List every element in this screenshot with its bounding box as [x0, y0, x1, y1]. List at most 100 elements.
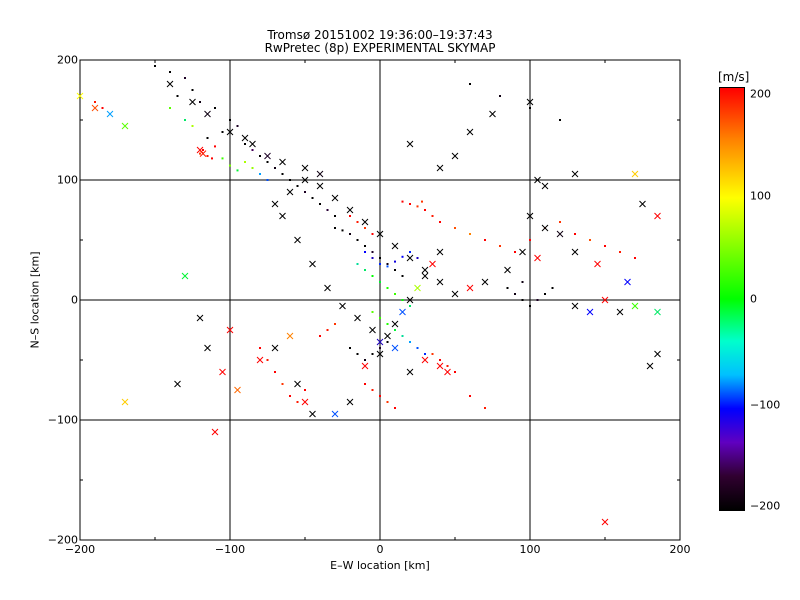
- data-point-cross: [526, 98, 534, 106]
- data-point-dot: [371, 251, 374, 253]
- data-point-dot: [386, 401, 389, 403]
- data-point-cross: [369, 326, 376, 334]
- data-point-cross: [339, 302, 346, 310]
- data-point-dot: [551, 287, 554, 289]
- data-point-dot: [191, 89, 194, 91]
- data-point-dot: [281, 383, 284, 385]
- data-point-cross: [376, 338, 384, 346]
- data-point-cross: [331, 194, 339, 202]
- data-point-cross: [189, 98, 196, 106]
- data-point-dot: [416, 347, 419, 349]
- data-point-cross: [234, 386, 241, 394]
- data-point-cross: [301, 176, 309, 184]
- data-point-cross: [106, 110, 114, 118]
- data-point-cross: [654, 308, 661, 316]
- data-point-cross: [451, 152, 459, 160]
- data-point-cross: [654, 212, 661, 220]
- data-point-dot: [229, 119, 231, 121]
- data-point-dot: [311, 197, 314, 199]
- data-point-dot: [236, 125, 239, 127]
- data-point-cross: [331, 410, 339, 418]
- data-point-cross: [264, 152, 271, 160]
- data-point-dot: [454, 371, 456, 373]
- data-point-dot: [259, 155, 261, 157]
- data-point-dot: [499, 245, 501, 247]
- data-point-dot: [266, 359, 269, 361]
- data-point-cross: [76, 92, 84, 100]
- data-point-cross: [384, 332, 391, 340]
- data-point-dot: [379, 317, 381, 319]
- data-point-cross: [121, 398, 129, 406]
- data-point-cross: [249, 140, 256, 148]
- data-point-cross: [534, 254, 541, 262]
- data-point-cross: [354, 314, 361, 322]
- data-point-dot: [199, 152, 201, 155]
- data-point-dot: [274, 167, 276, 169]
- y-tick-label: 200: [57, 53, 78, 67]
- data-point-cross: [391, 320, 399, 328]
- data-point-dot: [394, 329, 396, 331]
- data-point-cross: [121, 122, 129, 130]
- x-tick-label: 0: [376, 543, 384, 556]
- data-point-cross: [654, 350, 661, 358]
- chart-title: Tromsø 20151002 19:36:00–19:37:43: [267, 28, 493, 42]
- data-point-cross: [294, 380, 301, 388]
- data-point-dot: [202, 149, 204, 151]
- data-point-dot: [206, 155, 209, 157]
- data-point-dot: [371, 311, 374, 313]
- data-point-cross: [631, 170, 639, 178]
- data-point-dot: [431, 353, 434, 355]
- data-point-cross: [444, 368, 451, 376]
- data-point-dot: [499, 95, 501, 97]
- data-point-dot: [101, 107, 104, 109]
- data-point-dot: [244, 143, 246, 145]
- data-point-cross: [436, 362, 444, 370]
- data-point-dot: [529, 107, 531, 109]
- colorbar-unit: [m/s]: [718, 70, 750, 84]
- data-point-cross: [316, 182, 324, 190]
- data-point-cross: [406, 140, 414, 148]
- data-point-dot: [439, 359, 441, 361]
- data-point-dot: [349, 347, 351, 349]
- data-point-cross: [219, 368, 226, 376]
- data-point-cross: [199, 150, 207, 157]
- data-point-cross: [421, 272, 429, 280]
- x-tick-label: −200: [64, 543, 96, 556]
- colorbar: [719, 87, 745, 511]
- data-point-cross: [504, 266, 511, 274]
- data-point-dot: [289, 395, 291, 397]
- data-point-cross: [556, 230, 564, 238]
- data-point-dot: [334, 323, 336, 325]
- data-point-dot: [401, 255, 404, 258]
- data-point-dot: [536, 299, 539, 301]
- data-point-dot: [559, 119, 561, 121]
- data-point-dot: [221, 131, 224, 133]
- y-tick-label: 0: [71, 293, 78, 307]
- data-point-dot: [364, 359, 366, 361]
- data-point-cross: [639, 200, 646, 208]
- data-point-dot: [574, 233, 576, 235]
- data-point-cross: [204, 110, 211, 118]
- data-point-dot: [304, 389, 306, 391]
- data-point-dot: [371, 233, 374, 235]
- data-point-cross: [166, 80, 174, 88]
- data-point-cross: [226, 326, 234, 334]
- data-point-dot: [559, 221, 561, 223]
- data-point-dot: [454, 227, 456, 229]
- data-point-dot: [236, 169, 239, 172]
- x-axis-label: E–W location [km]: [330, 559, 430, 572]
- data-point-cross: [376, 350, 384, 358]
- data-point-dot: [266, 161, 269, 163]
- data-point-dot: [409, 251, 411, 253]
- data-point-dot: [446, 365, 449, 367]
- data-point-dot: [371, 257, 374, 259]
- data-point-dot: [356, 263, 359, 265]
- data-point-cross: [571, 248, 579, 256]
- data-point-dot: [401, 275, 404, 277]
- data-point-dot: [424, 353, 426, 355]
- y-tick-label: 100: [57, 173, 78, 187]
- data-point-dot: [439, 221, 441, 223]
- colorbar-tick-label: 200: [750, 87, 771, 101]
- data-point-dot: [521, 281, 524, 283]
- data-point-dot: [379, 395, 381, 397]
